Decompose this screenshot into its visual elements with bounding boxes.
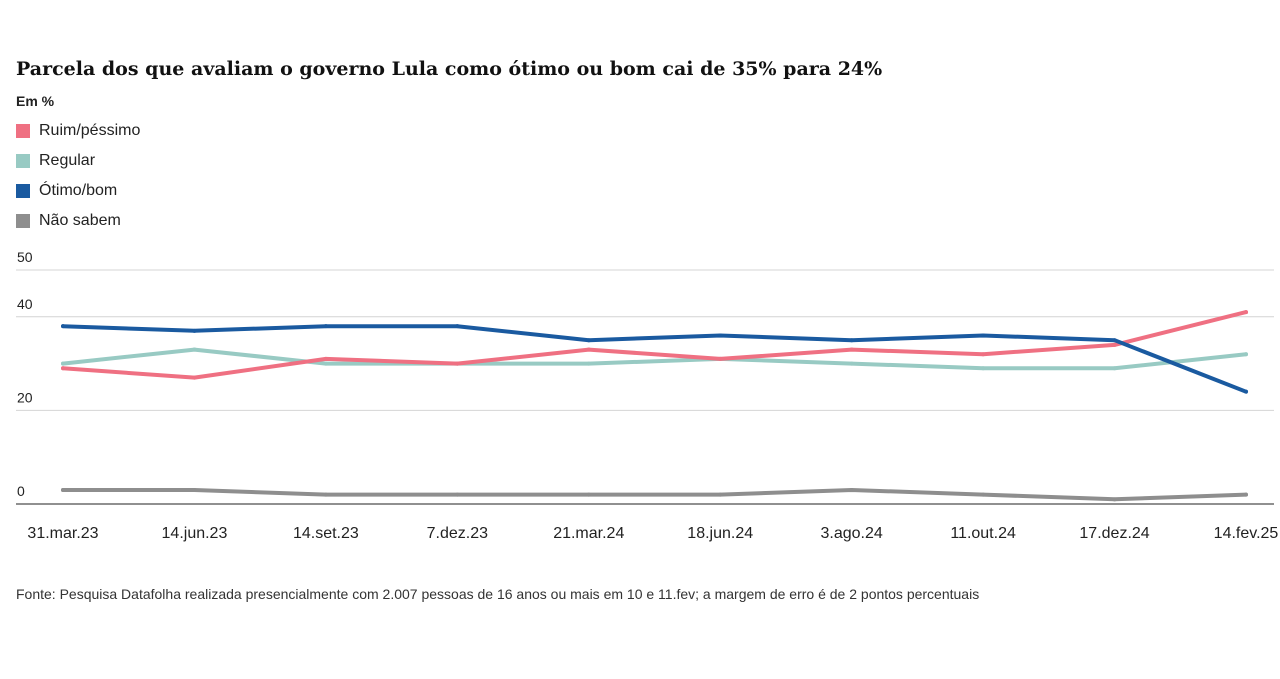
data-point-nao_sabem [981,492,986,497]
x-tick-label: 21.mar.24 [553,525,624,542]
y-tick-label: 40 [17,296,33,312]
data-point-nao_sabem [192,487,197,492]
data-point-regular [323,361,328,366]
data-point-regular [849,361,854,366]
legend-label-regular: Regular [39,152,96,169]
data-point-regular [1244,352,1248,357]
legend-item-nao-sabem: Não sabem [16,206,140,236]
data-point-nao_sabem [323,492,328,497]
data-point-otimo [455,324,460,329]
data-point-regular [61,361,65,366]
legend-swatch-regular [16,154,30,168]
data-point-ruim [61,366,65,371]
series-line-regular [61,347,1248,371]
data-point-otimo [192,328,197,333]
chart-legend: Ruim/péssimo Regular Ótimo/bom Não sabem [16,116,140,236]
x-tick-label: 14.set.23 [293,525,359,542]
data-point-nao_sabem [1244,492,1248,497]
y-tick-label: 20 [17,389,33,405]
data-point-otimo [323,324,328,329]
legend-item-regular: Regular [16,146,140,176]
unit-label: Em % [16,93,55,109]
series-line-otimo [61,324,1248,394]
legend-label-nao-sabem: Não sabem [39,212,121,229]
data-point-ruim [455,361,460,366]
data-point-nao_sabem [61,487,65,492]
data-point-regular [981,366,986,371]
data-point-nao_sabem [849,487,854,492]
legend-item-otimo-bom: Ótimo/bom [16,176,140,206]
data-point-ruim [586,347,591,352]
data-point-nao_sabem [1112,497,1117,502]
x-tick-label: 14.jun.23 [162,525,228,542]
line-chart: 0 20 40 50 31.mar.23 14.jun.23 14.set.23 7.dez… [16,249,1278,542]
data-point-otimo [586,338,591,343]
data-point-regular [1112,366,1117,371]
data-point-ruim [1244,310,1248,315]
x-axis-ticks: 31.mar.23 14.jun.23 14.set.23 7.dez.23 21.ma… [27,525,1278,542]
x-tick-label: 31.mar.23 [27,525,98,542]
series-line-nao_sabem [61,488,1248,502]
series-line-ruim [61,310,1248,380]
y-axis-ticks: 0 20 40 50 [17,249,33,499]
source-note: Fonte: Pesquisa Datafolha realizada pres… [16,586,980,602]
data-point-otimo [1244,389,1248,394]
x-tick-label: 17.dez.24 [1079,525,1149,542]
legend-swatch-otimo-bom [16,184,30,198]
data-point-regular [192,347,197,352]
y-tick-label: 50 [17,249,33,265]
data-point-otimo [61,324,65,329]
y-tick-label: 0 [17,483,25,499]
legend-item-ruim-pessimo: Ruim/péssimo [16,116,140,146]
x-tick-label: 11.out.24 [950,525,1016,542]
data-point-ruim [718,356,723,361]
data-point-otimo [1112,338,1117,343]
data-point-ruim [981,352,986,357]
data-point-nao_sabem [718,492,723,497]
legend-swatch-nao-sabem [16,214,30,228]
x-tick-label: 7.dez.23 [427,525,488,542]
legend-label-ruim-pessimo: Ruim/péssimo [39,122,141,139]
data-point-nao_sabem [455,492,460,497]
data-point-otimo [849,338,854,343]
x-tick-label: 14.fev.25 [1214,525,1279,542]
legend-label-otimo-bom: Ótimo/bom [39,182,118,199]
data-point-ruim [1112,342,1117,347]
series-lines [61,310,1248,502]
data-point-ruim [192,375,197,380]
x-tick-label: 3.ago.24 [821,525,883,542]
data-point-nao_sabem [586,492,591,497]
data-point-otimo [981,333,986,338]
data-point-regular [586,361,591,366]
gridlines [16,269,1274,505]
chart-title: Parcela dos que avaliam o governo Lula c… [16,58,883,80]
legend-swatch-ruim-pessimo [16,124,30,138]
data-point-ruim [323,356,328,361]
data-point-otimo [718,333,723,338]
data-point-ruim [849,347,854,352]
x-tick-label: 18.jun.24 [687,525,753,542]
